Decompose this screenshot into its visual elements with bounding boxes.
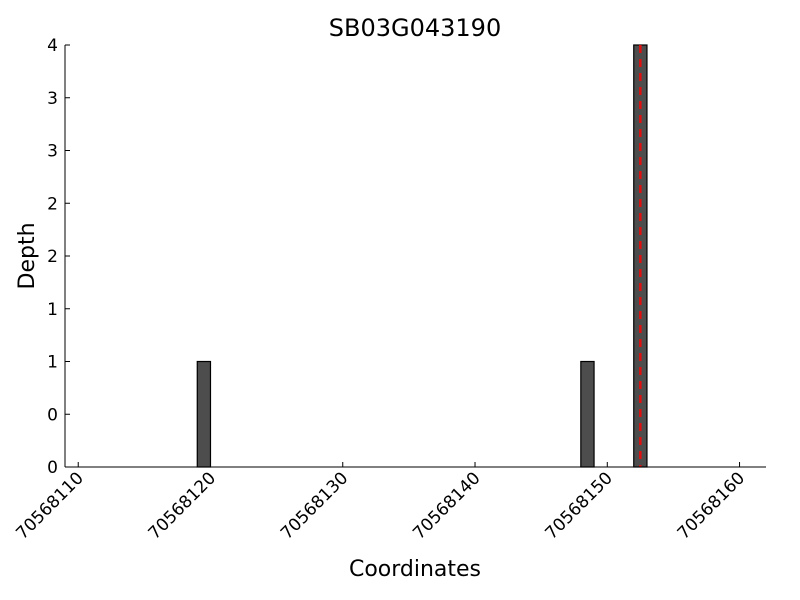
bar	[580, 360, 595, 468]
x-tick-label: 70568120	[145, 468, 220, 543]
y-tick-label: 3	[47, 89, 58, 109]
bar	[196, 360, 212, 468]
y-tick-label: 2	[47, 194, 58, 214]
y-tick-label: 0	[47, 405, 58, 425]
y-tick-label: 0	[47, 458, 58, 478]
x-tick-label: 70568150	[541, 468, 616, 543]
y-tick-label: 1	[47, 353, 58, 373]
y-tick-label: 3	[47, 142, 58, 162]
x-tick-label: 70568140	[409, 468, 484, 543]
x-tick-label: 70568130	[277, 468, 352, 543]
y-tick-label: 2	[47, 247, 58, 267]
y-axis-label: Depth	[15, 222, 40, 289]
x-tick-label: 70568160	[674, 468, 749, 543]
y-tick-label: 4	[47, 36, 58, 56]
x-axis-label: Coordinates	[349, 557, 481, 582]
chart-title: SB03G043190	[329, 14, 501, 42]
y-tick-label: 1	[47, 300, 58, 320]
x-tick-label: 70568110	[12, 468, 87, 543]
